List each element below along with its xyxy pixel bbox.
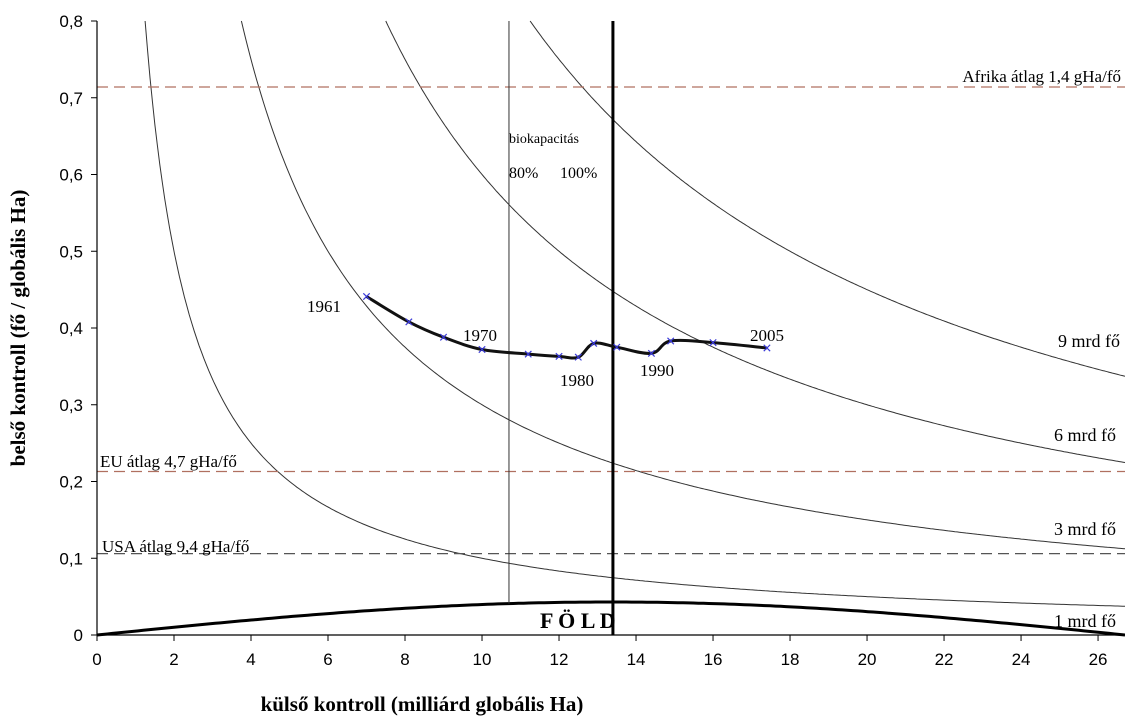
series-point: [439, 333, 448, 341]
hyperbola-label-9: 9 mrd fő: [1058, 331, 1120, 351]
plot-lines: [96, 20, 1125, 637]
series-point-stroke: [709, 338, 717, 347]
x-tick-label: 14: [627, 650, 646, 669]
series-point: [524, 350, 532, 358]
series-point: [590, 339, 598, 347]
y-tick-label: 0,6: [59, 166, 83, 185]
year-label-1990: 1990: [640, 361, 674, 380]
y-axis-title: belső kontroll (fő / globális Ha): [6, 190, 30, 467]
y-tick-label: 0,7: [59, 89, 83, 108]
series-point-stroke: [647, 349, 656, 357]
axes: 00,10,20,30,40,50,60,70,80 2 4 6 8 10 12 14 16 18…: [59, 12, 1125, 669]
biocapacity-80-label: 80%: [509, 165, 538, 182]
x-axis-title: külső kontroll (milliárd globális Ha): [261, 692, 584, 716]
data-series: [362, 292, 771, 361]
series-point: [647, 349, 656, 357]
x-tick-label: 4: [246, 650, 255, 669]
y-tick-label: 0,4: [59, 319, 83, 338]
series-point: [667, 337, 675, 345]
x-tick-label: 24: [1012, 650, 1031, 669]
reference-label-eu: EU átlag 4,7 gHa/fő: [100, 452, 237, 471]
x-tick-label: 22: [935, 650, 954, 669]
series-point: [478, 345, 486, 354]
y-tick-label: 0,3: [59, 396, 83, 415]
hyperbola-1-line: [144, 20, 1125, 607]
year-label-1980: 1980: [560, 371, 594, 390]
hyperbola-3-line: [240, 20, 1125, 550]
series-point: [763, 344, 771, 352]
hyperbola-label-3: 3 mrd fő: [1054, 519, 1116, 539]
earth-label: F Ö L D: [540, 608, 616, 633]
year-label-2005: 2005: [750, 326, 784, 345]
series-point-stroke: [667, 337, 675, 345]
series-point-stroke: [439, 333, 448, 341]
series-point-stroke: [478, 345, 486, 354]
year-label-1970: 1970: [463, 326, 497, 345]
series-point: [362, 292, 371, 301]
series-point-stroke: [763, 344, 771, 352]
series-point-stroke: [405, 318, 413, 326]
series-point-stroke: [574, 353, 582, 361]
x-tick-label: 2: [169, 650, 178, 669]
series-point-stroke: [590, 339, 598, 347]
reference-label-africa: Afrika átlag 1,4 gHa/fő: [962, 67, 1121, 86]
x-tick-label: 6: [323, 650, 332, 669]
series-line: [365, 295, 768, 360]
reference-label-usa: USA átlag 9,4 gHa/fő: [102, 537, 249, 556]
series-point-stroke: [555, 352, 563, 361]
series-point: [574, 353, 582, 361]
labels: Afrika átlag 1,4 gHa/fő EU átlag 4,7 gHa…: [6, 67, 1121, 716]
year-label-1961: 1961: [307, 297, 341, 316]
series-point-stroke: [613, 343, 621, 351]
x-tick-label: 26: [1089, 650, 1108, 669]
biocapacity-100-label: 100%: [560, 165, 597, 182]
hyperbola-9-line: [529, 20, 1125, 377]
y-tick-label: 0: [74, 626, 83, 645]
y-tick-label: 0,1: [59, 549, 83, 568]
y-tick-label: 0,5: [59, 242, 83, 261]
series-point: [613, 343, 621, 351]
y-tick-label: 0,8: [59, 12, 83, 31]
x-tick-label: 0: [92, 650, 101, 669]
biocapacity-label: biokapacitás: [509, 132, 579, 147]
series-point-stroke: [524, 350, 532, 358]
series-point: [405, 318, 413, 326]
x-tick-label: 8: [400, 650, 409, 669]
x-tick-label: 20: [858, 650, 877, 669]
hyperbola-label-1: 1 mrd fő: [1054, 611, 1116, 631]
x-tick-label: 10: [473, 650, 492, 669]
series-point: [555, 352, 563, 361]
y-tick-label: 0,2: [59, 473, 83, 492]
x-tick-label: 18: [781, 650, 800, 669]
earth-curve: [96, 600, 1125, 637]
x-tick-label: 16: [704, 650, 723, 669]
series-point-stroke: [362, 292, 371, 301]
x-tick-label: 12: [550, 650, 569, 669]
series-point: [709, 338, 717, 347]
hyperbola-label-6: 6 mrd fő: [1054, 425, 1116, 445]
